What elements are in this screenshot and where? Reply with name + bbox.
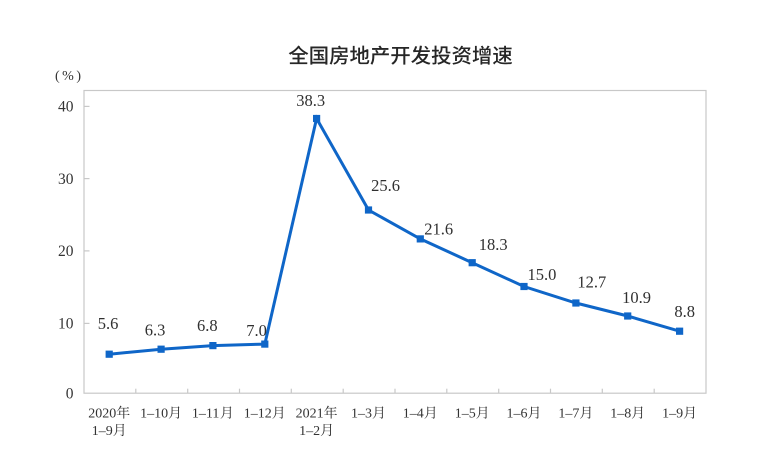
svg-text:7.0: 7.0	[246, 321, 267, 340]
svg-text:6.3: 6.3	[145, 320, 166, 339]
svg-text:1–9: 1–9	[662, 407, 683, 422]
svg-text:2020: 2020	[88, 407, 116, 422]
svg-text:25.6: 25.6	[371, 176, 400, 195]
svg-text:1–2: 1–2	[299, 424, 320, 439]
svg-text:1–11: 1–11	[192, 407, 219, 422]
svg-text:38.3: 38.3	[296, 91, 325, 110]
svg-text:30: 30	[58, 171, 74, 188]
svg-text:10.9: 10.9	[622, 288, 651, 307]
svg-text:12.7: 12.7	[577, 272, 606, 291]
svg-text:15.0: 15.0	[527, 265, 556, 284]
svg-text:1–12: 1–12	[244, 407, 272, 422]
svg-text:1–9: 1–9	[92, 424, 113, 439]
svg-text:8.8: 8.8	[674, 302, 695, 321]
svg-text:1–3: 1–3	[351, 407, 372, 422]
svg-text:21.6: 21.6	[424, 219, 453, 238]
svg-text:1–7: 1–7	[558, 407, 579, 422]
svg-text:1–5: 1–5	[455, 407, 476, 422]
svg-text:6.8: 6.8	[197, 316, 218, 335]
svg-text:18.3: 18.3	[479, 235, 508, 254]
svg-text:10: 10	[58, 316, 74, 333]
svg-text:40: 40	[58, 99, 74, 116]
svg-text:1–8: 1–8	[610, 407, 631, 422]
svg-text:20: 20	[58, 243, 74, 260]
svg-text:2021: 2021	[296, 407, 324, 422]
svg-text:1–10: 1–10	[140, 407, 168, 422]
svg-text:0: 0	[66, 386, 74, 403]
svg-text:1–6: 1–6	[507, 407, 528, 422]
svg-text:1–4: 1–4	[403, 407, 424, 422]
svg-text:(%): (%)	[55, 69, 84, 84]
svg-text:5.6: 5.6	[98, 314, 119, 333]
